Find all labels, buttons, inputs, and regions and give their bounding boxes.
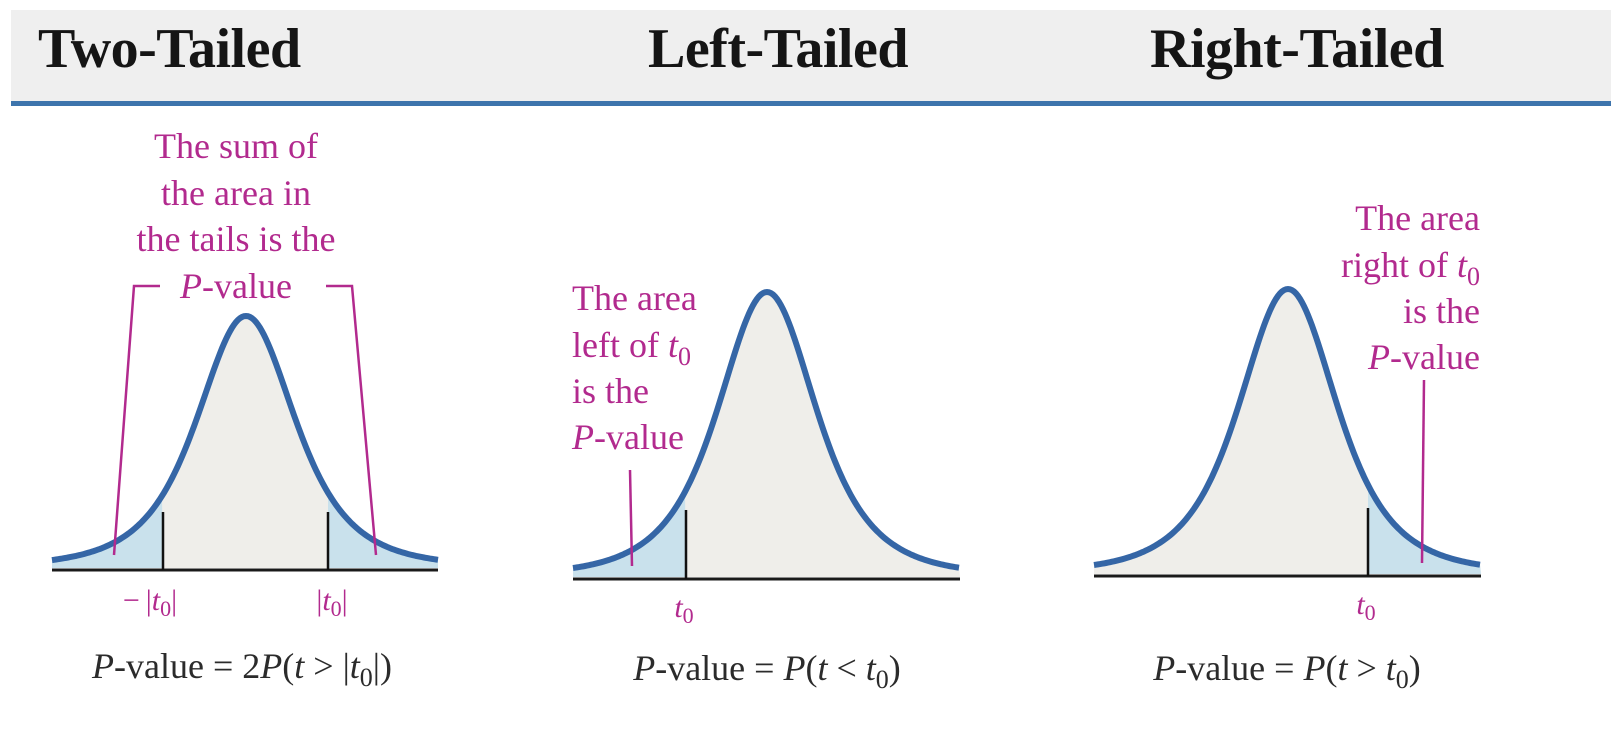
- tick-label-t0: t0: [1356, 588, 1375, 625]
- title-two-tailed: Two-Tailed: [38, 18, 301, 80]
- annotation-leader: [628, 469, 634, 567]
- title-left-tailed: Left-Tailed: [648, 18, 908, 80]
- annotation-line: P-value: [179, 266, 292, 306]
- header-bar: [11, 10, 1611, 101]
- annotation-line: left of t0: [572, 325, 691, 371]
- tick-label-abs-t0: |t0|: [316, 584, 347, 621]
- formula-two-tailed: P-value = 2P(t > |t0|): [91, 646, 392, 692]
- curve-body-fill: [573, 292, 960, 577]
- annotation-line: the area in: [161, 173, 311, 213]
- tail-fill-left: [52, 495, 163, 568]
- formula-right-tailed: P-value = P(t > t0): [1152, 648, 1421, 694]
- tail-fill-right: [1368, 484, 1481, 574]
- curve-body-fill: [1094, 289, 1481, 574]
- annotation-line: P-value: [1367, 337, 1480, 377]
- header-rule: [11, 101, 1611, 106]
- panel-right-tailed: The area right of t0 is the P-value t0 P…: [1093, 198, 1481, 694]
- annotation-line: The sum of: [154, 126, 318, 166]
- annotation-line: The area: [572, 278, 697, 318]
- tick-label-t0: t0: [674, 591, 693, 628]
- title-right-tailed: Right-Tailed: [1150, 18, 1444, 80]
- annotation-line: right of t0: [1341, 245, 1480, 291]
- annotation-line: P-value: [571, 417, 684, 457]
- annotation-line: the tails is the: [137, 219, 336, 259]
- annotation-line: The area: [1355, 198, 1480, 238]
- tick-label-neg-t0: − |t0|: [123, 584, 177, 621]
- curve-body-fill: [52, 316, 438, 568]
- annotation-line: is the: [572, 371, 649, 411]
- density-curve: [572, 288, 960, 571]
- bracket-leader-left: [112, 284, 160, 556]
- annotation-line: is the: [1403, 291, 1480, 331]
- p-letter: P: [179, 266, 202, 306]
- bracket-leader-right: [326, 284, 378, 556]
- panel-left-tailed: The area left of t0 is the P-value t0 P-…: [571, 278, 960, 694]
- tail-fill-left: [573, 491, 686, 577]
- formula-left-tailed: P-value = P(t < t0): [632, 648, 901, 694]
- density-curve: [1093, 285, 1481, 568]
- tail-fill-right: [328, 492, 438, 568]
- panel-two-tailed: The sum of the area in the tails is the …: [51, 126, 439, 692]
- value-word: -value: [202, 266, 292, 306]
- annotation-leader: [1420, 379, 1426, 564]
